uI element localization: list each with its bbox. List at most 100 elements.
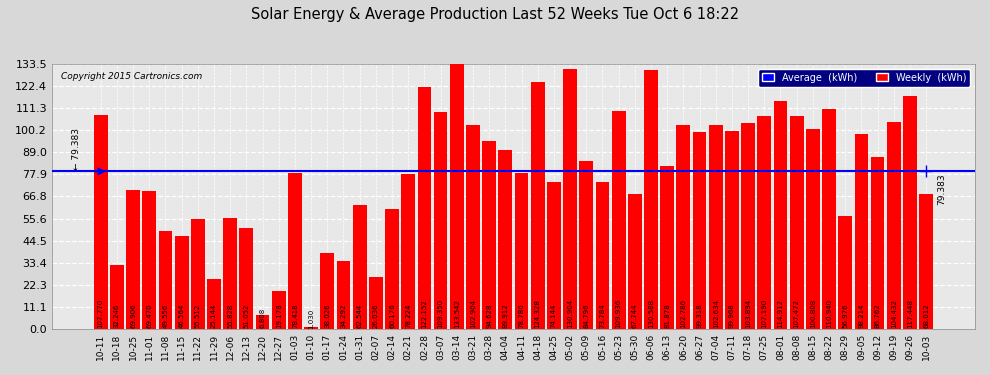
Text: 94.628: 94.628 (486, 303, 492, 328)
Bar (369, 277, 383, 329)
Bar (903, 96, 917, 329)
Bar (806, 129, 820, 329)
Text: 6.808: 6.808 (259, 308, 265, 328)
Bar (693, 132, 707, 329)
Bar (158, 231, 172, 329)
Text: 78.224: 78.224 (405, 303, 411, 328)
Bar (822, 109, 836, 329)
Bar (110, 265, 124, 329)
Bar (887, 122, 901, 329)
Bar (757, 116, 771, 329)
Bar (143, 191, 156, 329)
Bar (920, 194, 933, 329)
Text: 102.786: 102.786 (680, 299, 686, 328)
Text: 69.470: 69.470 (147, 303, 152, 328)
Bar (676, 125, 690, 329)
Text: 74.144: 74.144 (550, 303, 557, 328)
Text: 109.350: 109.350 (438, 299, 444, 328)
Bar (742, 123, 755, 329)
Text: 60.176: 60.176 (389, 303, 395, 328)
Text: 56.976: 56.976 (842, 303, 848, 328)
Bar (337, 261, 350, 329)
Text: 133.542: 133.542 (453, 299, 459, 328)
Bar (240, 228, 253, 329)
Text: 100.808: 100.808 (810, 298, 816, 328)
Bar (418, 87, 432, 329)
Text: 107.472: 107.472 (794, 299, 800, 328)
Bar (352, 205, 366, 329)
Text: 55.512: 55.512 (195, 304, 201, 328)
Bar (466, 125, 480, 329)
Bar (563, 69, 577, 329)
Text: 130.588: 130.588 (648, 299, 654, 328)
Text: 110.940: 110.940 (826, 299, 832, 328)
Bar (725, 130, 739, 329)
Bar (401, 174, 415, 329)
Text: 51.052: 51.052 (244, 303, 249, 328)
Bar (547, 182, 560, 329)
Bar (596, 183, 609, 329)
Bar (207, 279, 221, 329)
Text: 107.190: 107.190 (761, 298, 767, 328)
Text: 38.026: 38.026 (325, 303, 331, 328)
Text: 124.328: 124.328 (535, 299, 541, 328)
Legend: Average  (kWh), Weekly  (kWh): Average (kWh), Weekly (kWh) (758, 69, 970, 87)
Text: 78.418: 78.418 (292, 303, 298, 328)
Text: 19.178: 19.178 (276, 303, 282, 328)
Bar (175, 237, 188, 329)
Bar (854, 134, 868, 329)
Bar (628, 195, 642, 329)
Bar (288, 173, 302, 329)
Text: 99.318: 99.318 (697, 303, 703, 328)
Text: 122.152: 122.152 (422, 299, 428, 328)
Bar (871, 157, 884, 329)
Bar (660, 166, 674, 329)
Text: 102.904: 102.904 (470, 299, 476, 328)
Text: 107.770: 107.770 (98, 298, 104, 328)
Bar (321, 254, 335, 329)
Text: 46.564: 46.564 (178, 303, 184, 328)
Bar (94, 115, 108, 329)
Text: 84.796: 84.796 (583, 303, 589, 328)
Bar (579, 160, 593, 329)
Text: 69.906: 69.906 (130, 303, 136, 328)
Text: 34.292: 34.292 (341, 303, 346, 328)
Bar (612, 111, 626, 329)
Bar (709, 125, 723, 329)
Bar (449, 64, 463, 329)
Text: 25.144: 25.144 (211, 304, 217, 328)
Bar (224, 218, 237, 329)
Bar (434, 112, 447, 329)
Bar (255, 315, 269, 329)
Text: 73.784: 73.784 (600, 303, 606, 328)
Text: Solar Energy & Average Production Last 52 Weeks Tue Oct 6 18:22: Solar Energy & Average Production Last 5… (250, 8, 740, 22)
Text: 62.544: 62.544 (356, 304, 362, 328)
Text: 68.012: 68.012 (923, 303, 930, 328)
Bar (839, 216, 852, 329)
Text: 78.780: 78.780 (519, 303, 525, 328)
Text: 104.432: 104.432 (891, 299, 897, 328)
Text: ← 79.383: ← 79.383 (71, 128, 80, 170)
Text: 109.936: 109.936 (616, 298, 622, 328)
Text: 79.383: 79.383 (938, 173, 946, 205)
Text: 98.214: 98.214 (858, 303, 864, 328)
Bar (498, 150, 512, 329)
Bar (790, 116, 804, 329)
Bar (482, 141, 496, 329)
Text: 26.036: 26.036 (373, 303, 379, 328)
Bar (126, 190, 140, 329)
Text: 114.912: 114.912 (777, 299, 783, 328)
Text: 1.030: 1.030 (308, 309, 314, 329)
Text: 55.828: 55.828 (227, 303, 234, 328)
Text: 81.878: 81.878 (664, 303, 670, 328)
Bar (385, 210, 399, 329)
Text: 130.904: 130.904 (567, 299, 573, 328)
Text: 99.968: 99.968 (729, 303, 735, 328)
Bar (515, 172, 529, 329)
Bar (644, 70, 658, 329)
Text: 103.894: 103.894 (745, 299, 751, 328)
Bar (773, 101, 787, 329)
Text: 49.556: 49.556 (162, 303, 168, 328)
Text: 86.762: 86.762 (874, 303, 880, 328)
Text: 32.246: 32.246 (114, 303, 120, 328)
